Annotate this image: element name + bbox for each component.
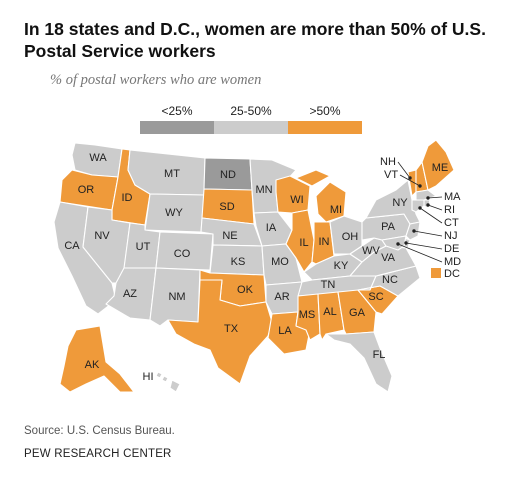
label-WA: WA bbox=[89, 152, 107, 164]
label-CO: CO bbox=[174, 248, 191, 260]
state-MA bbox=[415, 189, 437, 201]
label-KY: KY bbox=[334, 260, 349, 272]
label-MD: MD bbox=[444, 256, 461, 268]
label-AZ: AZ bbox=[123, 288, 137, 300]
state-TX bbox=[167, 279, 273, 385]
label-PA: PA bbox=[381, 221, 396, 233]
source-note: Source: U.S. Census Bureau. bbox=[24, 425, 175, 437]
leader-CT bbox=[419, 207, 443, 224]
label-OH: OH bbox=[342, 231, 359, 243]
dot-MA bbox=[426, 196, 430, 200]
legend-label-low: <25% bbox=[161, 104, 193, 118]
state-shapes bbox=[53, 139, 455, 393]
label-VA: VA bbox=[381, 252, 396, 264]
label-TX: TX bbox=[224, 323, 239, 335]
label-WV: WV bbox=[362, 245, 380, 257]
label-WI: WI bbox=[290, 194, 303, 206]
label-RI: RI bbox=[444, 204, 455, 216]
label-IL: IL bbox=[299, 237, 308, 249]
label-DC: DC bbox=[444, 268, 460, 280]
label-DE: DE bbox=[444, 243, 459, 255]
state-labels: WA OR CA ID NV MT WY UT CO AZ NM ND SD N… bbox=[64, 152, 448, 383]
leader-NH bbox=[397, 161, 411, 179]
label-CA: CA bbox=[64, 240, 80, 252]
legend-swatch-mid bbox=[214, 121, 288, 134]
label-LA: LA bbox=[278, 325, 292, 337]
label-WY: WY bbox=[165, 207, 183, 219]
label-AK: AK bbox=[85, 359, 100, 371]
label-TN: TN bbox=[321, 279, 336, 291]
label-SC: SC bbox=[368, 291, 383, 303]
leader-MD bbox=[397, 243, 443, 263]
legend: <25% 25-50% >50% bbox=[140, 104, 362, 134]
leader-RI bbox=[427, 204, 443, 211]
state-HI bbox=[155, 371, 181, 393]
label-CT: CT bbox=[444, 217, 459, 229]
label-IN: IN bbox=[319, 236, 330, 248]
label-FL: FL bbox=[373, 349, 386, 361]
label-HI: HI bbox=[143, 371, 154, 383]
label-ID: ID bbox=[122, 192, 133, 204]
label-AL: AL bbox=[323, 306, 336, 318]
leader-MA bbox=[427, 196, 443, 199]
label-GA: GA bbox=[349, 307, 366, 319]
label-MI: MI bbox=[330, 204, 342, 216]
legend-label-mid: 25-50% bbox=[230, 104, 272, 118]
label-IA: IA bbox=[266, 222, 277, 234]
label-OR: OR bbox=[78, 184, 95, 196]
label-VT: VT bbox=[384, 169, 398, 181]
label-NV: NV bbox=[94, 230, 110, 242]
label-MT: MT bbox=[164, 168, 180, 180]
legend-label-high: >50% bbox=[309, 104, 341, 118]
label-MN: MN bbox=[255, 184, 272, 196]
dot-MD bbox=[396, 242, 400, 246]
dot-NH bbox=[408, 176, 412, 180]
leader-DE bbox=[405, 242, 443, 250]
swatch-DC bbox=[431, 268, 441, 278]
label-UT: UT bbox=[136, 241, 151, 253]
dot-RI bbox=[426, 203, 430, 207]
dot-CT bbox=[418, 206, 422, 210]
dot-VT bbox=[418, 184, 422, 188]
label-NH: NH bbox=[380, 156, 396, 168]
leader-NJ bbox=[413, 230, 443, 237]
dot-DE bbox=[404, 241, 408, 245]
northeast-callouts: NH VT MA RI CT NJ DE MD DC bbox=[380, 156, 461, 280]
label-NE: NE bbox=[222, 230, 237, 242]
credit-line: PEW RESEARCH CENTER bbox=[24, 448, 172, 460]
dot-NJ bbox=[412, 229, 416, 233]
label-NY: NY bbox=[392, 197, 408, 209]
legend-swatch-high bbox=[288, 121, 362, 134]
label-MO: MO bbox=[271, 256, 289, 268]
leader-VT bbox=[399, 174, 421, 187]
label-SD: SD bbox=[219, 201, 234, 213]
state-MI-upper bbox=[295, 169, 331, 187]
state-AK bbox=[59, 325, 135, 393]
label-ND: ND bbox=[220, 169, 236, 181]
chart-title: In 18 states and D.C., women are more th… bbox=[24, 19, 486, 61]
state-MD bbox=[381, 235, 407, 251]
label-KS: KS bbox=[231, 256, 246, 268]
label-MS: MS bbox=[299, 309, 316, 321]
chart-subtitle: % of postal workers who are women bbox=[50, 72, 262, 88]
label-AR: AR bbox=[274, 291, 289, 303]
label-OK: OK bbox=[237, 284, 254, 296]
label-NM: NM bbox=[168, 291, 185, 303]
state-FL bbox=[325, 331, 393, 393]
label-ME: ME bbox=[432, 162, 449, 174]
legend-swatch-low bbox=[140, 121, 214, 134]
state-ME bbox=[421, 139, 455, 191]
state-MI bbox=[315, 181, 347, 223]
label-NC: NC bbox=[382, 274, 398, 286]
label-NJ: NJ bbox=[444, 230, 457, 242]
state-CT bbox=[411, 199, 425, 213]
label-MA: MA bbox=[444, 191, 461, 203]
